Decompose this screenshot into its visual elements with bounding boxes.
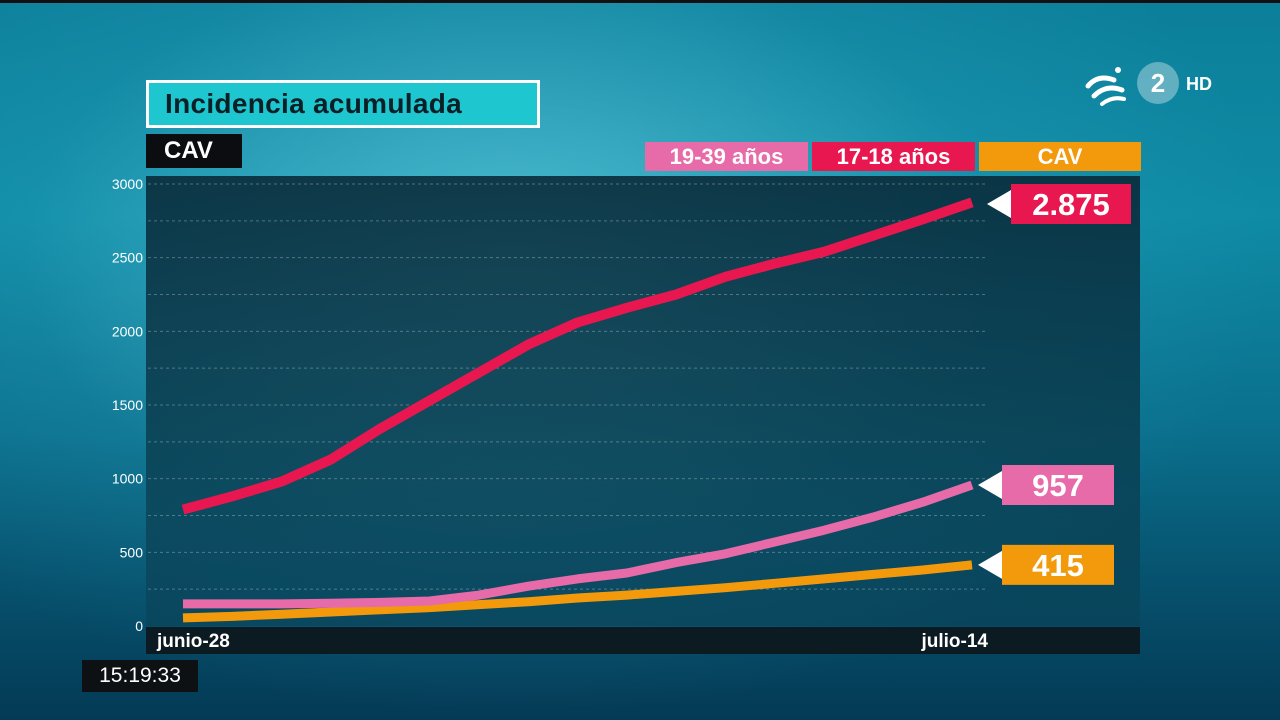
series-line	[182, 560, 973, 623]
plot-area	[146, 176, 1140, 626]
series-line	[181, 197, 974, 515]
end-label-pointer	[987, 190, 1011, 218]
end-label-value: 2.875	[1032, 187, 1110, 222]
legend-17-18: 17-18 años	[812, 142, 975, 171]
channel-number: 2	[1151, 68, 1165, 98]
eitb-swoosh-icon	[1085, 67, 1126, 106]
x-tick-label: junio-28	[156, 631, 230, 652]
x-tick-label: julio-14	[920, 631, 988, 652]
end-label-value: 415	[1032, 548, 1084, 583]
end-label-value: 957	[1032, 468, 1084, 503]
end-label-pointer	[978, 550, 1002, 579]
clock-box: 15:19:33	[82, 660, 198, 692]
end-labels: 2.875 957 415	[978, 184, 1131, 585]
y-tick-label: 2500	[112, 250, 143, 266]
end-label-box	[1002, 465, 1114, 506]
top-letterbox	[0, 0, 1280, 3]
end-label-pointer	[978, 471, 1002, 500]
series-line	[183, 480, 974, 609]
y-tick-label: 0	[135, 618, 143, 634]
subtitle-box: CAV	[146, 134, 242, 168]
y-axis-ticks: 0 500 1000 1500 2000 2500 3000	[112, 176, 143, 634]
end-label-box	[1011, 184, 1131, 224]
series-lines	[181, 197, 974, 623]
x-axis-ticks: junio-28 julio-14	[156, 631, 988, 652]
y-tick-label: 1500	[112, 397, 143, 413]
channel-number-badge	[1137, 62, 1179, 104]
y-tick-label: 1000	[112, 471, 143, 487]
y-tick-label: 3000	[112, 176, 143, 192]
channel-logo: 2 HD	[1085, 62, 1212, 106]
y-tick-label: 2000	[112, 323, 143, 339]
legend-cav: CAV	[979, 142, 1141, 171]
chart-title: Incidencia acumulada	[165, 88, 462, 119]
end-label-box	[1002, 544, 1114, 585]
legend-label: 17-18 años	[836, 143, 951, 169]
legend-label: 19-39 años	[669, 143, 784, 169]
title-box: Incidencia acumulada	[146, 80, 540, 128]
y-tick-label: 500	[120, 544, 144, 560]
chart-subtitle: CAV	[164, 137, 213, 164]
grid-lines	[148, 183, 985, 590]
legend-label: CAV	[1037, 143, 1083, 169]
hd-label: HD	[1186, 74, 1212, 94]
legend-19-39: 19-39 años	[645, 142, 808, 171]
clock-time: 15:19:33	[99, 664, 181, 687]
x-axis-bar	[146, 627, 1140, 654]
